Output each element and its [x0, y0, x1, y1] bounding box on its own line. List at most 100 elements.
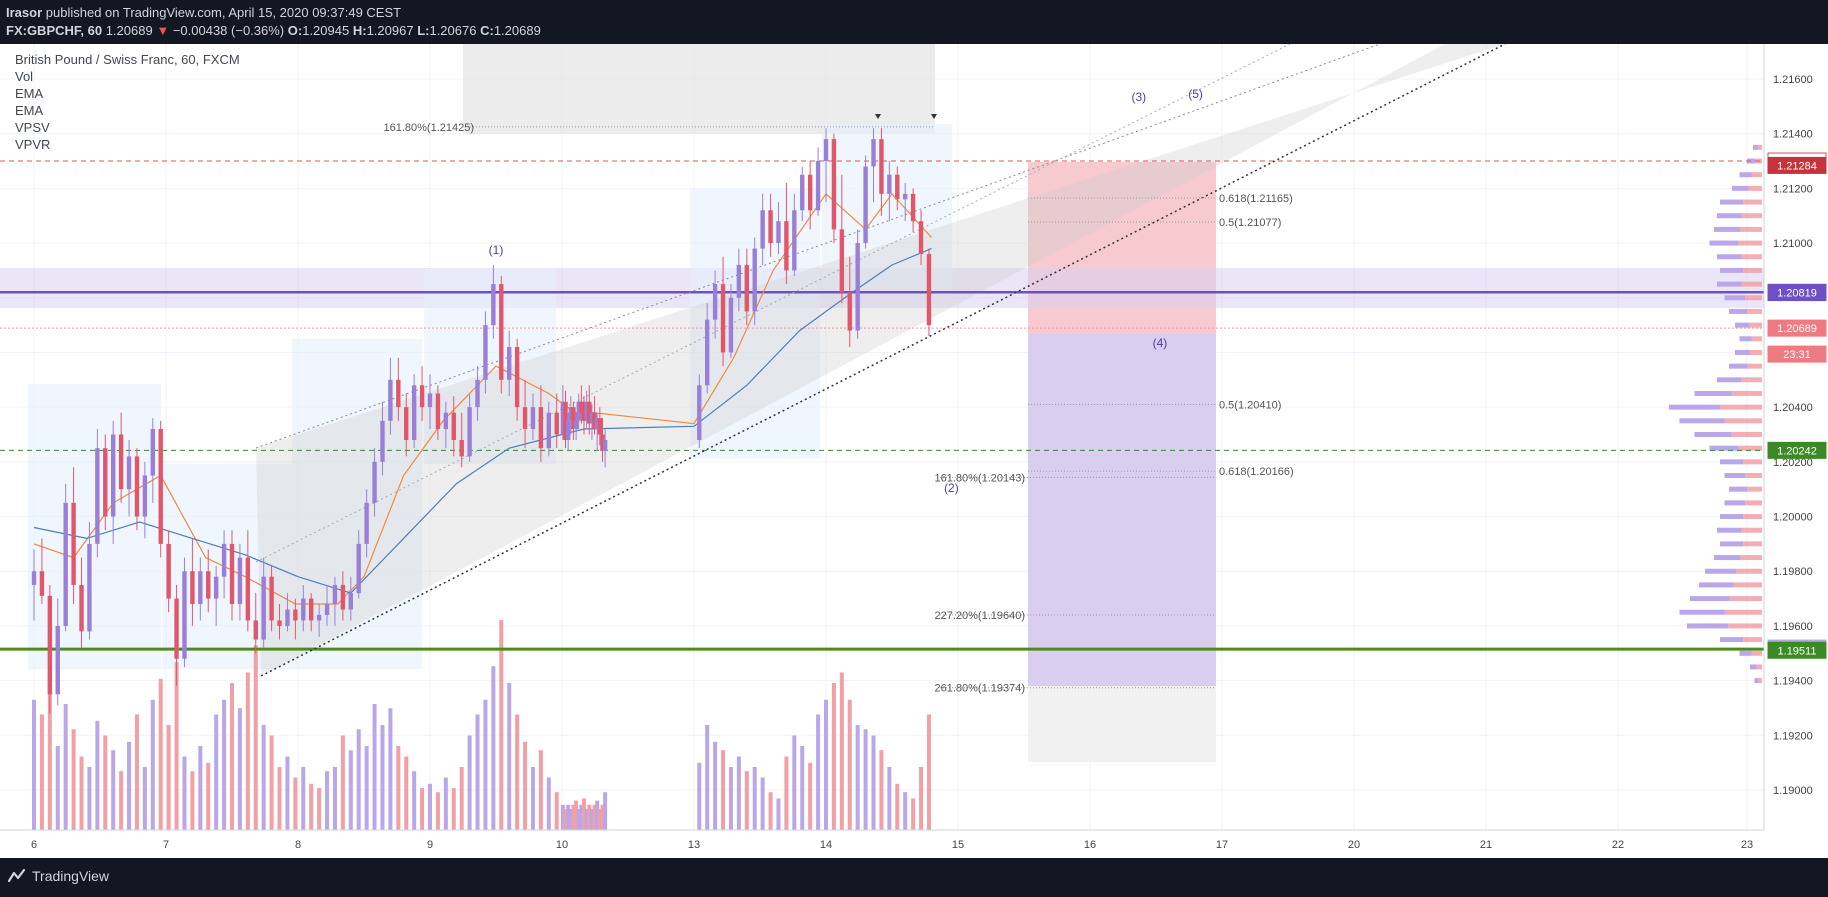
candle-body — [340, 584, 346, 610]
legend-item-ema[interactable]: EMA — [15, 86, 44, 101]
vp-bar — [1729, 363, 1748, 369]
volume-bar — [32, 699, 36, 830]
price-tag-label: 23:31 — [1783, 349, 1811, 361]
volume-bar — [530, 767, 535, 830]
time-tick-label: 9 — [427, 839, 433, 851]
vp-bar — [1747, 363, 1762, 369]
vp-bar — [1745, 473, 1762, 479]
vp-bar — [1743, 267, 1762, 273]
vp-bar — [1724, 609, 1762, 615]
time-tick-label: 13 — [688, 839, 700, 851]
candle-body — [237, 557, 243, 605]
volume-bar — [760, 777, 765, 830]
volume-bar — [597, 809, 602, 830]
wave-label: (3) — [1132, 90, 1147, 104]
volume-bar — [863, 729, 868, 830]
candle-body — [166, 543, 171, 599]
candle-body — [427, 393, 433, 408]
tradingview-logo[interactable]: TradingView — [8, 868, 109, 884]
candle-body — [182, 571, 187, 659]
volume-bar — [467, 735, 472, 830]
candle-body — [776, 221, 781, 244]
volume-bar — [587, 804, 592, 830]
footer: TradingView — [0, 858, 1828, 897]
volume-bar — [563, 809, 568, 830]
vp-bar — [1739, 650, 1752, 656]
volume-bar — [372, 704, 377, 830]
time-tick-label: 21 — [1480, 839, 1492, 851]
price-axis-bg — [1764, 44, 1828, 830]
volume-bar — [744, 771, 749, 830]
price-tick-label: 1.20400 — [1773, 402, 1813, 414]
vp-bar — [1732, 185, 1749, 191]
volume-bar — [926, 714, 931, 830]
volume-bar — [721, 750, 726, 830]
author-name[interactable]: Irasor — [6, 5, 43, 20]
volume-bar — [356, 729, 361, 830]
volume-bar — [831, 683, 836, 830]
fib-label: 0.5(1.20410) — [1219, 399, 1281, 411]
open-label: O: — [287, 23, 303, 38]
price-tag — [1767, 641, 1827, 659]
volume-bar — [595, 800, 600, 830]
volume-bar — [253, 645, 258, 830]
vp-bar — [1754, 678, 1759, 684]
candle-body — [720, 284, 726, 353]
ema-lines — [33, 192, 933, 605]
candle-body — [174, 598, 179, 659]
volume-bar — [600, 804, 605, 830]
candle-body — [768, 210, 773, 244]
legend-item-vpvr[interactable]: VPVR — [15, 137, 51, 152]
volume-bar — [554, 792, 559, 830]
candle-body — [595, 418, 600, 430]
candle-body — [587, 401, 592, 424]
price-tag — [1767, 441, 1827, 459]
time-tick-label: 15 — [952, 839, 964, 851]
candle-body — [784, 221, 789, 271]
legend-title: British Pound / Swiss Franc, 60, FXCM — [15, 52, 240, 67]
vp-bar — [1756, 664, 1762, 670]
candle-body — [443, 412, 449, 430]
vp-bar — [1714, 555, 1741, 561]
vp-bar — [1669, 404, 1721, 410]
candle-body — [451, 412, 456, 440]
close-label: C: — [480, 23, 494, 38]
legend-item-ema[interactable]: EMA — [15, 103, 44, 118]
vp-bar — [1720, 637, 1744, 643]
price-tick-label: 1.19800 — [1773, 566, 1813, 578]
candle-body — [364, 502, 369, 544]
volume-bar — [95, 720, 100, 830]
volume-bar — [603, 792, 608, 830]
candle-body — [554, 412, 559, 435]
candle-body — [31, 571, 37, 585]
vp-bar — [1717, 527, 1742, 533]
time-tick-label: 20 — [1348, 839, 1360, 851]
volume-bar — [776, 798, 781, 830]
price-change: −0.00438 (−0.36%) — [172, 23, 285, 38]
vp-bar — [1736, 568, 1762, 574]
legend-item-vpsv[interactable]: VPSV — [15, 120, 50, 135]
vp-bar — [1731, 432, 1762, 437]
volume-bar — [150, 699, 155, 830]
legend-item-vol[interactable]: Vol — [15, 69, 34, 84]
volume-bar — [855, 725, 860, 830]
candle-body — [118, 434, 124, 490]
candle-body — [388, 379, 393, 421]
vp-bar — [1749, 349, 1762, 355]
down-arrow-icon: ▼ — [156, 23, 170, 38]
volume-bar — [571, 804, 576, 830]
candle-body — [800, 174, 805, 211]
candle-body — [190, 571, 195, 605]
volume-bar — [792, 735, 797, 830]
vp-bar — [1745, 500, 1762, 506]
candle-body — [530, 407, 536, 430]
vp-bar — [1738, 240, 1762, 246]
vp-bar — [1740, 226, 1762, 232]
price-tick-label: 1.20200 — [1773, 457, 1813, 469]
candle-body — [918, 221, 924, 255]
candle-body — [831, 139, 837, 230]
vp-bar — [1743, 541, 1762, 547]
price-chart[interactable]: 161.80%(1.21425) 0.618(1.21165) 0.5(1.2107… — [0, 44, 1828, 858]
fib-label: 0.618(1.20166) — [1219, 466, 1294, 478]
volume-bar — [245, 672, 250, 830]
